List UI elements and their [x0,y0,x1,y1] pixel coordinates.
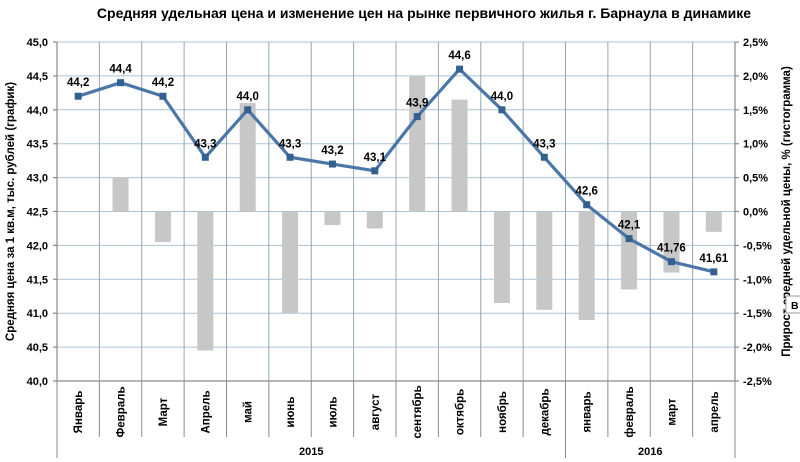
month-label: Февраль [116,386,128,437]
left-axis-tick-label: 40,5 [27,342,48,354]
month-label: январь [582,391,594,432]
month-label: июль [327,397,339,428]
data-label: 44,2 [152,77,174,89]
bar-Февраль [112,177,129,212]
data-label: 43,3 [279,138,301,150]
overlay-box-text: В [791,300,799,312]
data-point-marker-апрель [710,268,718,276]
data-label: 44,2 [67,77,89,89]
bar-Апрель [197,211,214,351]
bar-август [366,211,383,229]
year-label: 2016 [638,446,662,458]
data-point-marker-Март [159,92,167,100]
month-label: апрель [709,391,721,432]
left-axis-tick-label: 41,5 [27,274,48,286]
price-line [76,67,716,274]
data-point-marker-Февраль [117,79,125,87]
data-point-marker-июнь [286,153,294,161]
right-axis-tick-label: -0,5% [743,240,772,252]
data-label: 42,1 [618,220,641,232]
right-axis-tick-label: -1,5% [743,308,772,320]
data-point-marker-февраль [625,235,633,243]
right-axis-tick-label: -1,0% [743,274,772,286]
bar-март [663,211,680,273]
left-axis-title: Средняя цена за 1 кв.м, тыс. рублей (гра… [5,82,17,341]
data-label: 41,61 [699,253,728,265]
right-axis-tick-label: -2,5% [743,376,772,388]
month-label: октябрь [455,389,467,435]
data-label: 44,0 [236,91,258,103]
data-point-marker-май [244,106,252,114]
bar-май [239,103,256,212]
overlay-box [785,295,800,314]
data-point-marker-ноябрь [498,106,506,114]
right-axis-tick-label: 0,5% [743,173,768,185]
data-label: 43,3 [533,138,555,150]
data-point-marker-август [371,167,379,175]
month-label: июнь [285,397,297,428]
data-label: 43,3 [194,138,216,150]
left-axis-tick-label: 41,0 [27,308,48,320]
data-point-marker-сентябрь [413,113,421,121]
left-axis-tick-label: 42,0 [27,240,48,252]
left-axis-tick-label: 45,0 [27,37,48,49]
bar-октябрь [451,99,468,212]
month-label: май [243,401,255,423]
bar-февраль [621,211,638,290]
right-axis-tick-label: 0,0% [743,207,768,219]
data-point-marker-Январь [74,92,82,100]
left-axis-tick-label: 40,0 [27,376,48,388]
right-axis-title: Прирост средней удельной цены, % (гистог… [781,66,793,357]
data-label: 41,76 [657,243,686,255]
bar-ноябрь [493,211,510,304]
left-axis-tick-label: 42,5 [27,207,48,219]
data-label: 44,4 [109,64,132,76]
data-label: 43,2 [321,145,343,157]
data-label: 42,6 [575,186,597,198]
month-label: Март [158,397,170,426]
data-point-marker-январь [583,201,591,209]
bar-январь [578,211,595,320]
month-label: февраль [624,386,636,437]
bar-июль [324,211,341,226]
left-axis-tick-label: 43,5 [27,139,48,151]
chart-title: Средняя удельная цена и изменение цен на… [97,5,751,21]
bar-сентябрь [409,75,426,212]
data-point-marker-Апрель [201,153,209,161]
bar-декабрь [536,211,553,310]
data-point-marker-март [667,258,675,266]
data-label: 43,9 [406,98,428,110]
data-label: 44,0 [491,91,513,103]
right-axis-tick-label: 1,0% [743,139,768,151]
data-point-marker-декабрь [540,153,548,161]
bar-апрель [705,211,722,232]
data-label: 43,1 [364,152,387,164]
left-axis-tick-label: 44,5 [27,71,48,83]
month-label: Апрель [200,390,212,433]
data-point-marker-октябрь [456,65,464,73]
bar-Март [154,211,171,243]
data-point-marker-июль [328,160,336,168]
right-axis-tick-label: -2,0% [743,342,772,354]
left-axis-tick-label: 44,0 [27,105,48,117]
right-axis-tick-label: 2,5% [743,37,768,49]
bar-июнь [282,211,299,314]
month-label: сентябрь [412,385,424,438]
right-axis-tick-label: 2,0% [743,71,768,83]
month-label: Январь [73,391,85,434]
right-axis-tick-label: 1,5% [743,105,768,117]
month-label: март [666,398,678,426]
data-label: 44,6 [448,50,470,62]
year-label: 2015 [299,446,323,458]
month-label: август [370,393,382,430]
left-axis-tick-label: 43,0 [27,173,48,185]
month-label: ноябрь [497,391,509,433]
month-label: декабрь [539,388,551,435]
